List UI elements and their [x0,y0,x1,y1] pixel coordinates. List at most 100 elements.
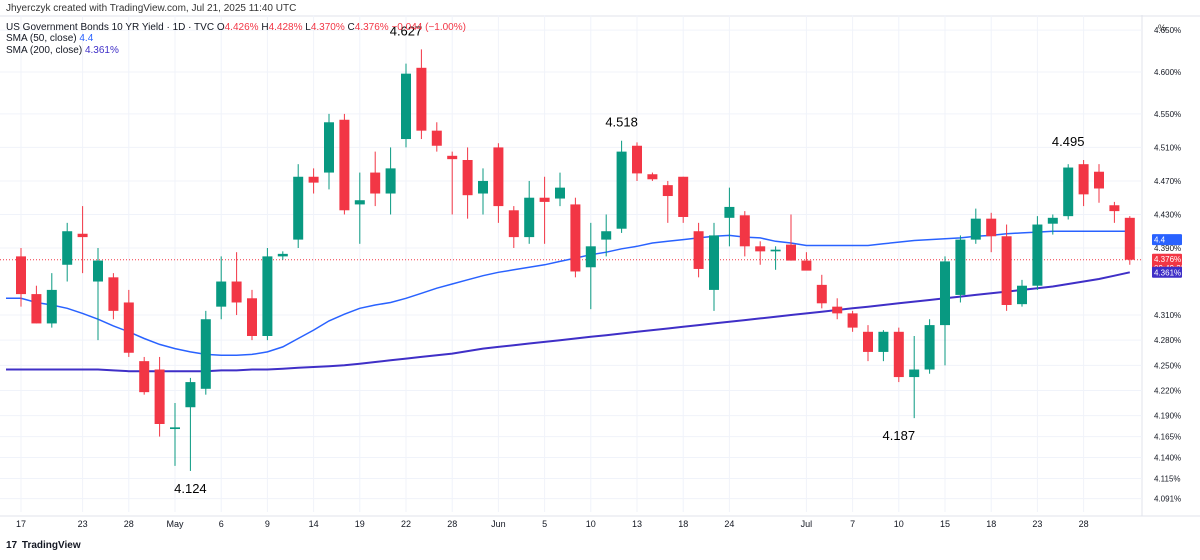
candle-body [585,246,596,268]
candle-body [724,206,735,218]
candle-body [493,147,504,207]
x-tick-label: 10 [894,519,904,529]
candle-body [77,233,88,238]
candle-body [955,239,966,295]
tradingview-brand: TradingView [21,540,81,551]
y-tick-label: 4.165% [1154,433,1181,442]
candle-body [662,185,673,197]
percent-scale-button[interactable]: % [1157,23,1166,33]
candle-body [1094,171,1104,189]
candle-body [863,331,873,352]
candle-body [308,176,319,183]
candle-body [816,284,827,304]
candle-body [277,253,288,257]
y-tick-label: 4.140% [1154,454,1181,463]
tradingview-logo-icon: 17 [6,540,18,551]
candle-body [339,119,350,211]
candle-body [123,302,134,353]
y-tick-label: 4.510% [1154,143,1181,152]
x-tick-label: 24 [724,519,734,529]
candle-body [324,122,334,173]
candle-body [1124,217,1135,260]
price-annotation: 4.187 [883,428,916,443]
sma50-legend[interactable]: SMA (50, close) 4.4 [6,33,93,44]
candle-body [739,215,750,247]
candle-body [570,204,581,272]
sma200-legend[interactable]: SMA (200, close) 4.361% [6,45,119,56]
symbol-legend: US Government Bonds 10 YR Yield · 1D · T… [6,22,466,33]
candle-body [801,260,812,271]
candle-body [832,306,843,314]
credit-line: Jhyerczyk created with TradingView.com, … [6,3,297,14]
candle-body [940,261,950,326]
price-annotation: 4.495 [1052,134,1085,149]
candle-body [478,180,488,194]
candle-body [1078,164,1089,195]
y-tick-label: 4.600% [1154,68,1181,77]
candle-body [262,256,273,336]
symbol-title: US Government Bonds 10 YR Yield · 1D · T… [6,22,215,33]
sma50-value: 4.4 [79,33,94,44]
price-axis-badge-text: 4.376% [1154,255,1181,264]
candle-body [986,218,997,237]
candle-body [200,319,211,389]
candle-body [62,231,73,265]
candle-body [508,210,519,238]
sma200-value: 4.361% [84,45,119,56]
x-tick-label: 7 [850,519,855,529]
candle-body [46,289,57,324]
sma50-label: SMA (50, close) [6,33,77,44]
candle-body [924,325,935,370]
candle-body [1047,217,1058,224]
x-tick-label: 15 [940,519,950,529]
x-tick-label: 17 [16,519,26,529]
y-tick-label: 4.220% [1154,386,1181,395]
x-tick-label: 14 [309,519,319,529]
candle-body [16,256,26,295]
candle-body [31,294,42,324]
tradingview-footer[interactable]: 17 TradingView [6,540,81,551]
x-tick-label: Jun [491,519,506,529]
y-tick-label: 4.470% [1154,177,1181,186]
candle-body [1001,236,1012,305]
y-tick-label: 4.115% [1154,474,1181,483]
ohlc-change: −0.044 (−1.00%) [391,22,466,33]
candle-body [632,145,642,174]
x-tick-label: May [166,519,184,529]
x-tick-label: 19 [355,519,365,529]
price-axis-badge [1152,234,1182,246]
candle-body [524,197,535,238]
price-annotation: 4.124 [174,481,207,496]
candle-body [247,298,257,336]
y-tick-label: 4.190% [1154,412,1181,421]
y-tick-label: 4.310% [1154,311,1181,320]
ohlc-close: C4.376% [347,22,389,33]
y-tick-label: 4.280% [1154,336,1181,345]
x-tick-label: Jul [801,519,813,529]
x-tick-label: 5 [542,519,547,529]
y-tick-label: 4.430% [1154,210,1181,219]
candle-body [1017,285,1027,305]
price-axis-badge [1152,266,1182,278]
candle-body [970,218,981,240]
x-tick-label: 13 [632,519,642,529]
y-tick-label: 4.650% [1154,26,1181,35]
price-annotation: 4.518 [605,115,638,130]
x-tick-label: 28 [1079,519,1089,529]
candle-body [893,331,904,378]
candle-body [293,176,304,240]
candle-body [878,331,889,352]
candle-body [1063,167,1074,217]
sma200-label: SMA (200, close) [6,45,83,56]
candle-body [1032,224,1043,286]
candle-body [431,130,442,146]
candle-body [709,235,719,290]
x-tick-label: 23 [1032,519,1042,529]
candle-body [693,231,704,269]
candle-body [108,277,119,311]
candle-body [555,187,565,199]
ohlc-high: H4.428% [261,22,303,33]
candle-body [139,361,150,393]
